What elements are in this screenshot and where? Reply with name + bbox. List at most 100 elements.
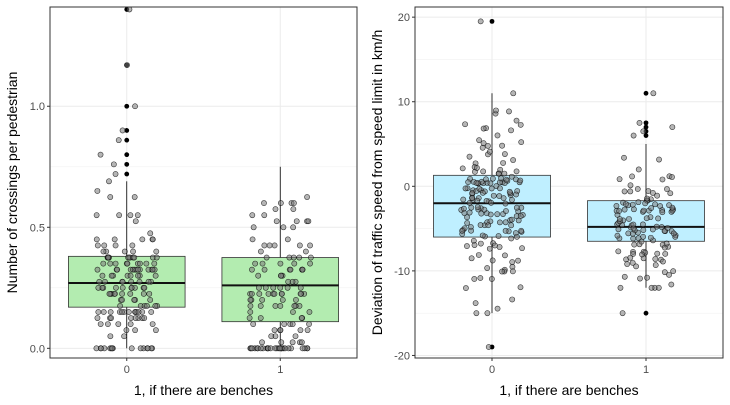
jitter-point xyxy=(473,310,480,317)
jitter-point xyxy=(462,121,468,128)
jitter-point xyxy=(468,255,475,262)
jitter-point xyxy=(655,284,662,291)
jitter-point xyxy=(272,303,279,309)
jitter-point xyxy=(481,206,488,213)
jitter-point xyxy=(619,310,626,317)
jitter-point xyxy=(615,248,622,255)
jitter-point xyxy=(298,339,305,346)
jitter-point xyxy=(621,154,627,161)
jitter-point xyxy=(670,268,677,275)
jitter-point xyxy=(145,278,152,285)
jitter-point xyxy=(249,266,255,273)
jitter-point xyxy=(255,284,262,291)
jitter-point xyxy=(125,309,132,315)
jitter-point xyxy=(137,260,143,267)
jitter-point xyxy=(488,185,495,192)
jitter-point xyxy=(307,242,313,249)
jitter-point xyxy=(261,266,268,273)
outlier-point xyxy=(124,103,130,109)
y-tick-label: 20 xyxy=(398,12,410,24)
y-axis-title: Deviation of traffic speed from speed li… xyxy=(369,30,385,336)
jitter-point xyxy=(280,224,287,231)
jitter-point xyxy=(305,218,312,225)
jitter-point xyxy=(652,201,658,208)
jitter-point xyxy=(659,176,666,183)
jitter-point xyxy=(105,254,112,261)
jitter-point xyxy=(279,297,286,303)
jitter-point xyxy=(480,168,487,175)
jitter-point xyxy=(108,272,115,279)
jitter-point xyxy=(259,260,266,267)
jitter-point xyxy=(255,272,262,279)
jitter-point xyxy=(102,278,108,285)
jitter-point xyxy=(489,175,496,182)
jitter-point xyxy=(487,211,494,218)
jitter-point xyxy=(261,212,268,219)
jitter-point xyxy=(515,257,521,264)
jitter-point xyxy=(471,276,478,282)
jitter-point xyxy=(669,174,675,180)
jitter-point xyxy=(119,297,125,303)
jitter-point xyxy=(464,214,470,221)
jitter-point xyxy=(259,297,266,303)
y-tick-label: 0.0 xyxy=(30,343,45,355)
jitter-point xyxy=(104,321,111,328)
jitter-point xyxy=(284,284,291,291)
jitter-point xyxy=(107,309,114,315)
jitter-point xyxy=(629,259,636,266)
jitter-point xyxy=(487,180,494,187)
jitter-point xyxy=(277,200,284,206)
left-boxplot-panel: 0.0 0.5 1.0 0 1 1, if there are benches Number… xyxy=(4,6,358,398)
jitter-point xyxy=(471,242,478,248)
jitter-point xyxy=(257,248,264,255)
jitter-point xyxy=(306,321,312,328)
jitter-point xyxy=(460,205,467,212)
jitter-point xyxy=(112,260,119,267)
jitter-point xyxy=(485,344,492,350)
jitter-point xyxy=(119,278,126,285)
jitter-point xyxy=(474,204,481,210)
jitter-point xyxy=(492,242,498,249)
jitter-point xyxy=(249,345,255,352)
jitter-point xyxy=(666,202,672,209)
jitter-point xyxy=(119,127,126,134)
jitter-point xyxy=(630,251,636,257)
jitter-point xyxy=(644,195,650,202)
jitter-point xyxy=(502,151,508,157)
jitter-point xyxy=(293,297,299,303)
jitter-point xyxy=(145,266,152,273)
jitter-point xyxy=(508,127,514,134)
jitter-point xyxy=(106,290,113,297)
jitter-point xyxy=(153,327,159,334)
jitter-point xyxy=(670,230,677,237)
jitter-point xyxy=(146,290,153,297)
jitter-point xyxy=(112,171,119,177)
jitter-point xyxy=(490,192,497,199)
jitter-point xyxy=(115,137,122,144)
jitter-point xyxy=(477,222,484,228)
jitter-point xyxy=(94,188,101,194)
jitter-point xyxy=(257,315,264,321)
jitter-point xyxy=(107,333,114,340)
jitter-point xyxy=(495,233,502,239)
jitter-point xyxy=(121,248,128,255)
jitter-point xyxy=(289,339,296,346)
jitter-point xyxy=(487,148,493,155)
jitter-point xyxy=(246,315,253,321)
jitter-point xyxy=(462,185,469,192)
jitter-point xyxy=(124,62,130,68)
jitter-point xyxy=(629,201,636,208)
x-tick-label: 1 xyxy=(277,364,283,376)
jitter-point xyxy=(257,345,264,352)
jitter-point xyxy=(284,236,291,243)
jitter-point xyxy=(149,236,156,243)
jitter-point xyxy=(250,321,257,328)
jitter-point xyxy=(131,254,138,261)
jitter-point xyxy=(663,240,670,247)
x-tick-label: 0 xyxy=(124,364,130,376)
jitter-point xyxy=(627,182,634,189)
jitter-point xyxy=(649,226,656,233)
jitter-point xyxy=(660,258,666,265)
jitter-point xyxy=(479,232,486,239)
jitter-point xyxy=(653,223,660,230)
